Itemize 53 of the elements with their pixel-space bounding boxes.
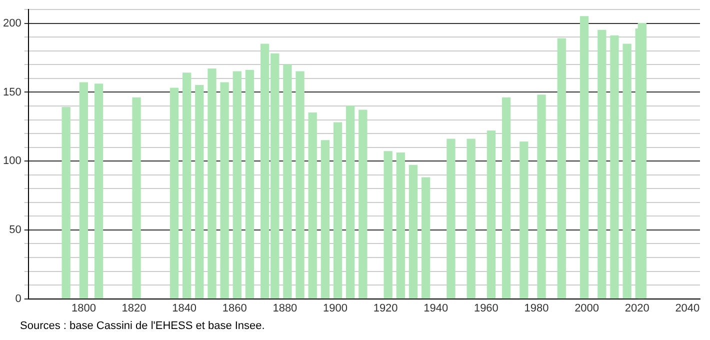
y-tick-label: 50	[9, 224, 22, 236]
bar	[520, 141, 528, 299]
bar	[408, 164, 418, 299]
bar	[170, 88, 179, 299]
y-tick-label: 200	[2, 17, 22, 30]
x-tick-label: 2020	[624, 302, 650, 314]
bar	[396, 152, 405, 299]
bar	[421, 177, 430, 299]
y-tick-label: 150	[2, 86, 22, 98]
x-tick-label: 2000	[574, 302, 600, 314]
bar	[333, 122, 342, 299]
bar	[598, 30, 606, 299]
bar	[296, 71, 304, 299]
bar	[195, 85, 204, 299]
x-tick-label: 1980	[524, 302, 549, 314]
bar	[610, 35, 619, 299]
bar	[208, 68, 216, 299]
bar	[638, 23, 646, 299]
bar	[537, 94, 546, 299]
bar	[232, 71, 242, 299]
x-tick-label: 1860	[222, 302, 247, 314]
source-note: Sources : base Cassini de l'EHESS et base Insee.	[20, 320, 265, 332]
x-tick-label: 1820	[122, 302, 146, 314]
bar	[94, 84, 104, 299]
bar	[79, 82, 88, 299]
x-tick-label: 2040	[675, 302, 700, 314]
x-tick-label: 1840	[172, 302, 197, 314]
bar	[486, 130, 496, 299]
x-tick-label: 1960	[474, 302, 498, 314]
bar	[182, 72, 192, 299]
bar	[308, 112, 317, 299]
x-tick-label: 1920	[373, 302, 398, 314]
y-tick-label: 100	[2, 155, 22, 168]
bar	[622, 44, 632, 299]
bar	[320, 140, 330, 299]
x-tick-label: 1800	[71, 302, 96, 314]
bar	[502, 97, 511, 299]
x-tick-label: 1900	[323, 302, 348, 314]
bar	[283, 64, 292, 299]
bar	[346, 106, 355, 299]
bar	[220, 82, 229, 299]
x-tick-label: 1940	[424, 302, 448, 314]
bar	[580, 16, 589, 299]
bar	[466, 138, 476, 299]
bar	[384, 151, 392, 299]
bar	[557, 38, 566, 299]
bar	[62, 107, 70, 299]
y-tick-label: 0	[15, 292, 22, 305]
x-tick-label: 1880	[272, 302, 298, 314]
bar	[446, 138, 456, 299]
bar	[132, 97, 141, 299]
bar	[358, 110, 368, 299]
bar	[245, 70, 254, 299]
